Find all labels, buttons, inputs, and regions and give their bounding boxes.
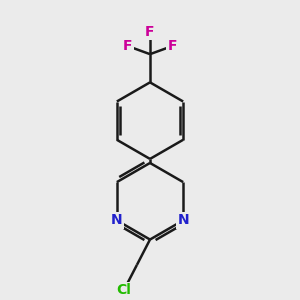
- Text: Cl: Cl: [116, 283, 131, 297]
- Text: N: N: [111, 213, 123, 227]
- Text: F: F: [145, 25, 155, 39]
- Text: F: F: [167, 39, 177, 53]
- Text: N: N: [177, 213, 189, 227]
- Text: F: F: [123, 39, 133, 53]
